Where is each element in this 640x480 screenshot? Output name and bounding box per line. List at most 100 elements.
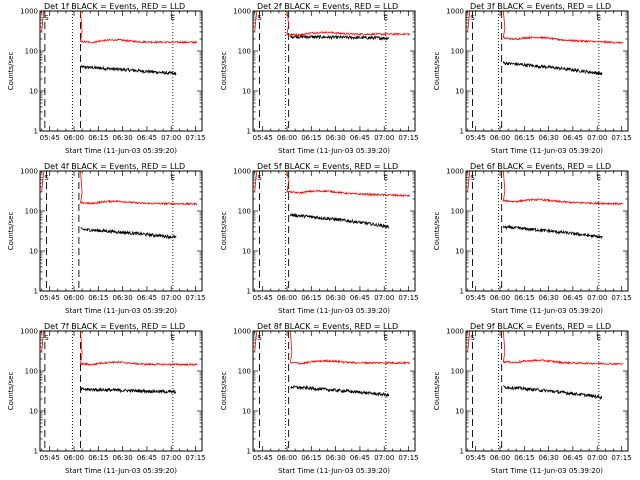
end-marker: E — [384, 174, 388, 182]
x-tick-label: 07:15 — [398, 294, 418, 302]
lld-series-line — [254, 11, 411, 37]
panel-det-1: Det 1f BLACK = Events, RED = LLD Counts/s… — [7, 2, 206, 155]
x-tick-label: 06:00 — [64, 134, 84, 142]
y-tick-label: 1 — [247, 448, 251, 456]
x-tick-label: 06:45 — [137, 134, 157, 142]
start-marker: S — [257, 14, 262, 22]
panel-title: Det 8f BLACK = Events, RED = LLD — [257, 322, 398, 331]
events-series-line — [289, 33, 390, 41]
events-series-line — [80, 227, 177, 240]
y-tick-label: 1 — [460, 448, 464, 456]
start-marker: S — [44, 174, 49, 182]
lld-series-line — [254, 331, 411, 365]
panel-det-4: Det 4f BLACK = Events, RED = LLD Counts/s… — [7, 162, 206, 315]
x-tick-label: 06:45 — [137, 454, 157, 462]
x-tick-label: 06:15 — [301, 294, 321, 302]
y-axis-label: Counts/sec — [220, 52, 228, 91]
plot-frame — [39, 170, 203, 292]
x-axis-label: Start Time (11-Jun-03 05:39:20) — [491, 307, 603, 315]
panel-det-6: Det 6f BLACK = Events, RED = LLD Counts/s… — [433, 162, 632, 315]
x-tick-label: 06:45 — [563, 454, 583, 462]
x-tick-label: 05:45 — [466, 134, 486, 142]
x-tick-label: 06:30 — [113, 134, 133, 142]
panel-title: Det 2f BLACK = Events, RED = LLD — [257, 2, 398, 11]
lld-series-line — [41, 171, 198, 206]
end-marker: E — [384, 334, 388, 342]
x-tick-label: 06:45 — [350, 454, 370, 462]
x-tick-label: 07:15 — [611, 294, 631, 302]
x-tick-label: 06:45 — [137, 294, 157, 302]
y-axis-label: Counts/sec — [433, 52, 441, 91]
y-tick-label: 10 — [455, 248, 464, 256]
y-tick-label: 100 — [238, 368, 251, 376]
y-tick-label: 1 — [34, 448, 38, 456]
panel-title: Det 4f BLACK = Events, RED = LLD — [44, 162, 185, 171]
y-tick-label: 10 — [242, 88, 251, 96]
x-tick-label: 07:00 — [587, 134, 607, 142]
x-tick-label: 07:15 — [398, 454, 418, 462]
x-tick-label: 07:00 — [374, 134, 394, 142]
events-series-line — [502, 60, 603, 76]
y-axis-label: Counts/sec — [7, 372, 15, 411]
y-tick-label: 1000 — [20, 168, 38, 176]
y-tick-label: 1000 — [446, 8, 464, 16]
x-tick-label: 05:45 — [40, 134, 60, 142]
y-tick-label: 1000 — [20, 328, 38, 336]
x-tick-label: 05:45 — [40, 454, 60, 462]
x-tick-label: 06:00 — [490, 294, 510, 302]
x-tick-label: 06:15 — [301, 454, 321, 462]
panel-det-9: Det 9f BLACK = Events, RED = LLD Counts/s… — [433, 322, 632, 475]
x-tick-label: 05:45 — [40, 294, 60, 302]
x-tick-label: 05:45 — [253, 294, 273, 302]
plot-frame — [252, 330, 416, 452]
events-series-line — [503, 385, 603, 400]
x-tick-label: 07:00 — [161, 134, 181, 142]
x-tick-label: 07:15 — [185, 454, 205, 462]
y-tick-label: 1000 — [233, 328, 251, 336]
x-axis-label: Start Time (11-Jun-03 05:39:20) — [491, 467, 603, 475]
x-tick-label: 06:15 — [301, 134, 321, 142]
x-tick-label: 07:00 — [374, 294, 394, 302]
lld-series-line — [41, 331, 198, 367]
x-axis-label: Start Time (11-Jun-03 05:39:20) — [65, 467, 177, 475]
end-marker: E — [171, 174, 175, 182]
plot-frame — [465, 330, 629, 452]
x-tick-label: 07:00 — [161, 294, 181, 302]
x-tick-label: 07:15 — [185, 134, 205, 142]
start-marker: S — [470, 334, 475, 342]
y-tick-label: 1 — [247, 128, 251, 136]
end-marker: E — [384, 14, 388, 22]
y-tick-label: 10 — [455, 88, 464, 96]
events-series-line — [502, 224, 603, 240]
x-tick-label: 07:15 — [398, 134, 418, 142]
lld-series-line — [467, 171, 624, 206]
x-tick-label: 06:45 — [563, 294, 583, 302]
x-axis-label: Start Time (11-Jun-03 05:39:20) — [278, 307, 390, 315]
x-tick-label: 06:00 — [277, 454, 297, 462]
x-axis-label: Start Time (11-Jun-03 05:39:20) — [278, 467, 390, 475]
plot-frame — [252, 10, 416, 132]
events-series-line — [290, 385, 390, 398]
panel-title: Det 7f BLACK = Events, RED = LLD — [44, 322, 185, 331]
x-tick-label: 05:45 — [466, 454, 486, 462]
x-tick-label: 06:30 — [539, 294, 559, 302]
y-tick-label: 10 — [29, 408, 38, 416]
panel-title: Det 6f BLACK = Events, RED = LLD — [470, 162, 611, 171]
y-tick-label: 10 — [29, 248, 38, 256]
plot-frame — [465, 10, 629, 132]
x-tick-label: 06:45 — [350, 294, 370, 302]
x-tick-label: 06:00 — [64, 294, 84, 302]
x-tick-label: 06:15 — [514, 294, 534, 302]
x-axis-label: Start Time (11-Jun-03 05:39:20) — [65, 307, 177, 315]
x-tick-label: 06:00 — [490, 454, 510, 462]
panel-det-7: Det 7f BLACK = Events, RED = LLD Counts/s… — [7, 322, 206, 475]
end-marker: E — [597, 14, 601, 22]
y-tick-label: 100 — [25, 208, 38, 216]
y-tick-label: 100 — [451, 208, 464, 216]
x-tick-label: 06:30 — [113, 294, 133, 302]
y-tick-label: 100 — [451, 48, 464, 56]
y-tick-label: 1 — [34, 128, 38, 136]
x-tick-label: 06:00 — [64, 454, 84, 462]
y-axis-label: Counts/sec — [433, 212, 441, 251]
